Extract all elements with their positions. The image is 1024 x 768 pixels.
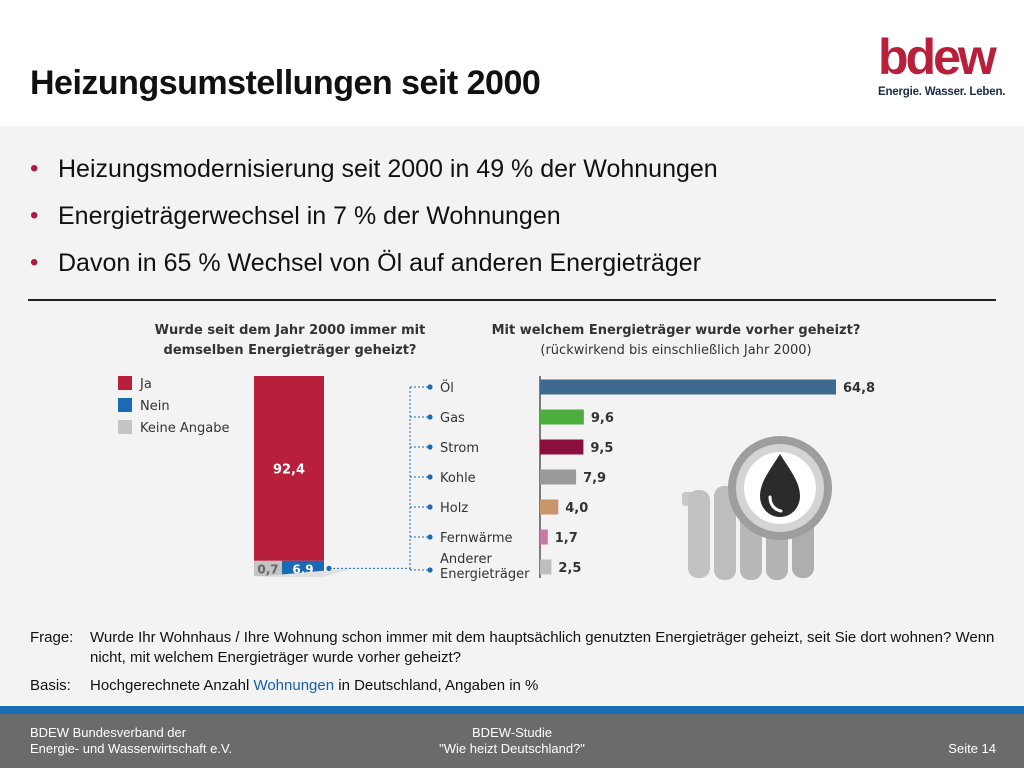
footer-organization: BDEW Bundesverband der Energie- und Wass… [30, 725, 232, 757]
bullet-text: Energieträgerwechsel in 7 % der Wohnunge… [58, 202, 561, 230]
bullet-item: • Heizungsmodernisierung seit 2000 in 49 … [30, 154, 990, 201]
notes: Frage: Wurde Ihr Wohnhaus / Ihre Wohnung… [30, 628, 1010, 704]
footer-org-line1: BDEW Bundesverband der [30, 725, 187, 740]
slide-title: Heizungsumstellungen seit 2000 [30, 64, 541, 102]
footer-stripe [0, 706, 1024, 714]
slide-content [0, 126, 1024, 706]
logo-tagline: Energie. Wasser. Leben. [878, 86, 1006, 98]
note-basis-highlight: Wohnungen [253, 677, 335, 694]
footer-study-line1: BDEW-Studie [472, 725, 552, 740]
footer-org-line2: Energie- und Wasserwirtschaft e.V. [30, 741, 233, 756]
note-basis-pre: Hochgerechnete Anzahl [90, 677, 254, 694]
bullet-text: Davon in 65 % Wechsel von Öl auf anderen… [58, 249, 701, 277]
bullet-dot: • [30, 249, 39, 276]
note-basis: Basis: Hochgerechnete Anzahl Wohnungen i… [30, 676, 1010, 696]
bdew-logo-wordmark: bdew [878, 30, 997, 82]
note-basis-label: Basis: [30, 677, 71, 694]
bullet-item: • Davon in 65 % Wechsel von Öl auf andere… [30, 248, 990, 295]
footer-study: BDEW-Studie "Wie heizt Deutschland?" [412, 725, 612, 757]
bullet-list: • Heizungsmodernisierung seit 2000 in 49 … [30, 154, 990, 295]
note-frage-text: Wurde Ihr Wohnhaus / Ihre Wohnung schon … [90, 629, 995, 666]
bullet-dot: • [30, 202, 39, 229]
footer-study-line2: "Wie heizt Deutschland?" [439, 741, 585, 756]
footer-page-number: Seite 14 [948, 741, 996, 756]
note-basis-post: in Deutschland, Angaben in % [334, 677, 539, 694]
bullet-item: • Energieträgerwechsel in 7 % der Wohnung… [30, 201, 990, 248]
bullet-dot: • [30, 155, 39, 182]
footer: BDEW Bundesverband der Energie- und Wass… [0, 714, 1024, 768]
note-frage: Frage: Wurde Ihr Wohnhaus / Ihre Wohnung… [30, 628, 1010, 668]
divider-line [28, 299, 996, 301]
note-frage-label: Frage: [30, 629, 74, 646]
slide-header: Heizungsumstellungen seit 2000 bdew Ener… [0, 0, 1024, 126]
bullet-text: Heizungsmodernisierung seit 2000 in 49 %… [58, 155, 718, 183]
bdew-logo: bdew Energie. Wasser. Leben. [876, 30, 1005, 102]
bdew-logo-mark: bdew [878, 30, 1000, 82]
